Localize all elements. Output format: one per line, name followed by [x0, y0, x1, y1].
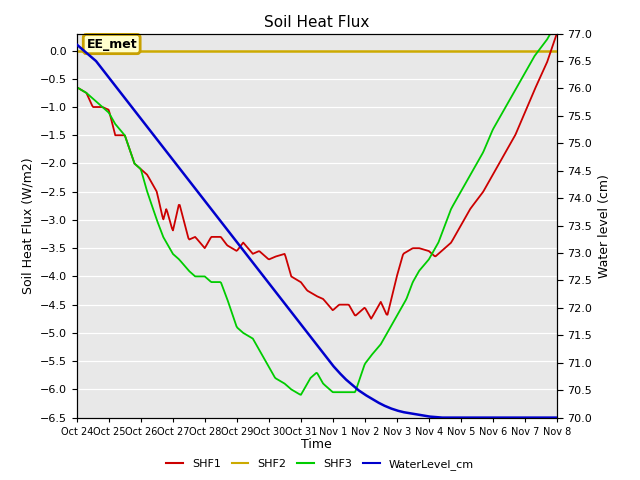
Title: Soil Heat Flux: Soil Heat Flux [264, 15, 369, 30]
Y-axis label: Water level (cm): Water level (cm) [598, 174, 611, 277]
Legend: SHF1, SHF2, SHF3, WaterLevel_cm: SHF1, SHF2, SHF3, WaterLevel_cm [162, 455, 478, 474]
X-axis label: Time: Time [301, 438, 332, 451]
Y-axis label: Soil Heat Flux (W/m2): Soil Heat Flux (W/m2) [21, 157, 35, 294]
Text: EE_met: EE_met [86, 37, 137, 50]
